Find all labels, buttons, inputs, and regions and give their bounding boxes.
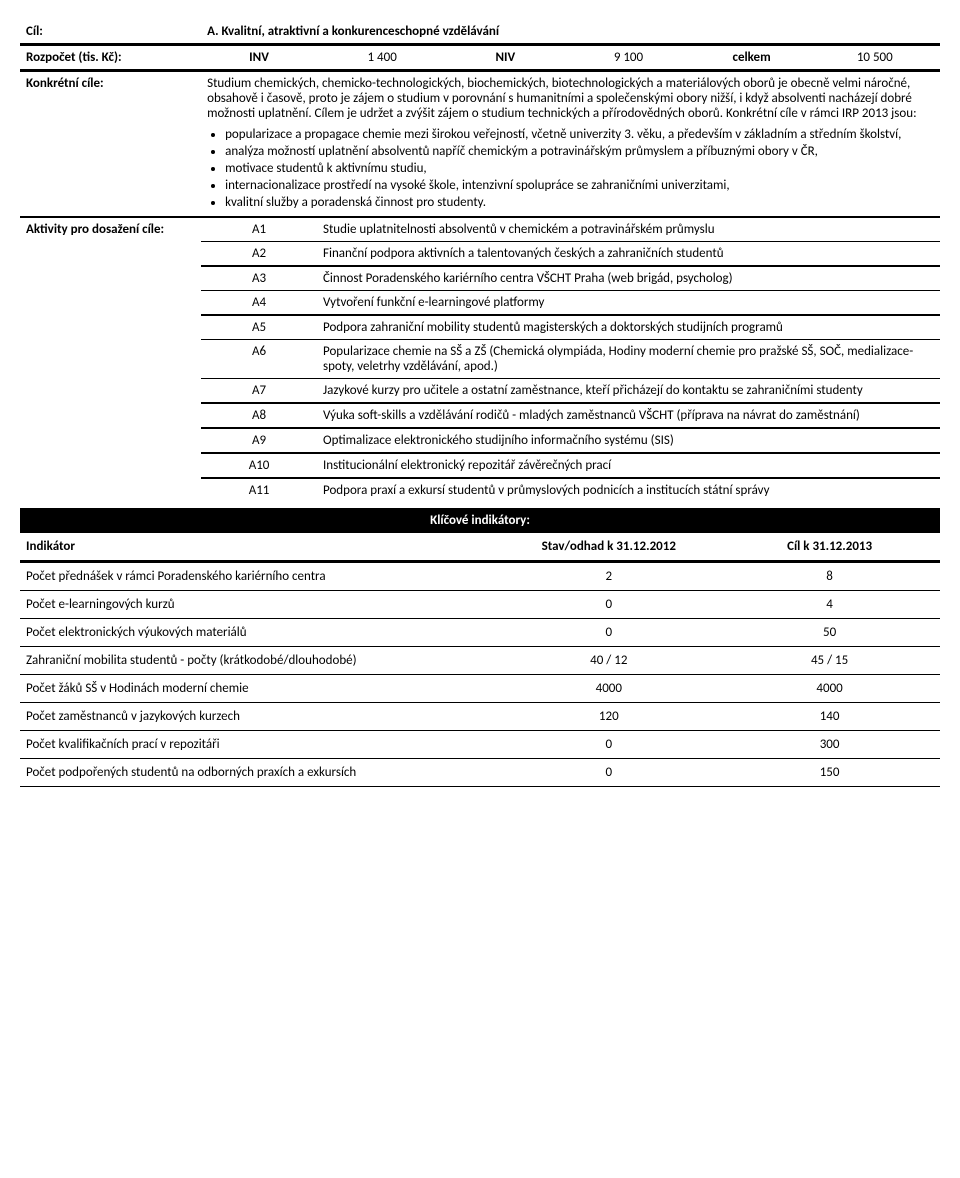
- indicator-v1: 120: [498, 703, 719, 731]
- activity-text: Jazykové kurzy pro učitele a ostatní zam…: [317, 379, 940, 404]
- cil-label: Cíl:: [20, 20, 201, 45]
- niv-value: 9 100: [563, 45, 693, 71]
- activity-code: A6: [201, 340, 317, 379]
- intro-text: Studium chemických, chemicko-technologic…: [207, 76, 934, 121]
- activity-text: Podpora zahraniční mobility studentů mag…: [317, 315, 940, 340]
- indicator-col-v1: Stav/odhad k 31.12.2012: [498, 533, 719, 562]
- indicator-v2: 150: [719, 759, 940, 787]
- cil-value: A. Kvalitní, atraktivní a konkurencescho…: [201, 20, 940, 45]
- activity-text: Optimalizace elektronického studijního i…: [317, 428, 940, 453]
- activity-text: Institucionální elektronický repozitář z…: [317, 453, 940, 478]
- indicator-v2: 300: [719, 731, 940, 759]
- indicator-name: Počet elektronických výukových materiálů: [20, 619, 498, 647]
- niv-label: NIV: [447, 45, 563, 71]
- activity-text: Činnost Poradenského kariérního centra V…: [317, 266, 940, 291]
- activity-code: A7: [201, 379, 317, 404]
- activity-text: Finanční podpora aktivních a talentovaný…: [317, 242, 940, 267]
- goal-table: Cíl: A. Kvalitní, atraktivní a konkurenc…: [20, 20, 940, 502]
- aktivity-label: Aktivity pro dosažení cíle:: [20, 217, 201, 502]
- indicator-v2: 45 / 15: [719, 647, 940, 675]
- indicator-name: Počet e-learningových kurzů: [20, 591, 498, 619]
- rozpocet-label: Rozpočet (tis. Kč):: [20, 45, 201, 71]
- goal-bullet: motivace studentů k aktivnímu studiu,: [225, 161, 934, 176]
- activity-text: Popularizace chemie na SŠ a ZŠ (Chemická…: [317, 340, 940, 379]
- activity-code: A11: [201, 478, 317, 502]
- activity-code: A10: [201, 453, 317, 478]
- indicator-col-v2: Cíl k 31.12.2013: [719, 533, 940, 562]
- activity-text: Studie uplatnitelnosti absolventů v chem…: [317, 217, 940, 242]
- goal-bullet: analýza možností uplatnění absolventů na…: [225, 144, 934, 159]
- indicator-v2: 140: [719, 703, 940, 731]
- indicator-name: Počet žáků SŠ v Hodinách moderní chemie: [20, 675, 498, 703]
- goal-bullet: popularizace a propagace chemie mezi šir…: [225, 127, 934, 142]
- indicator-v1: 2: [498, 562, 719, 591]
- indicator-v1: 40 / 12: [498, 647, 719, 675]
- activity-code: A1: [201, 217, 317, 242]
- indicator-v2: 4: [719, 591, 940, 619]
- activity-code: A8: [201, 403, 317, 428]
- indicator-v2: 4000: [719, 675, 940, 703]
- activity-code: A2: [201, 242, 317, 267]
- activity-text: Výuka soft-skills a vzdělávání rodičů - …: [317, 403, 940, 428]
- indicator-v1: 4000: [498, 675, 719, 703]
- indicator-v1: 0: [498, 731, 719, 759]
- indicator-col-name: Indikátor: [20, 533, 498, 562]
- activity-code: A5: [201, 315, 317, 340]
- indicator-name: Zahraniční mobilita studentů - počty (kr…: [20, 647, 498, 675]
- celkem-value: 10 500: [810, 45, 940, 71]
- indicator-name: Počet zaměstnanců v jazykových kurzech: [20, 703, 498, 731]
- konkretni-cile-body: Studium chemických, chemicko-technologic…: [201, 71, 940, 218]
- indicator-v1: 0: [498, 759, 719, 787]
- indicator-name: Počet kvalifikačních prací v repozitáři: [20, 731, 498, 759]
- indicator-v2: 8: [719, 562, 940, 591]
- indicator-name: Počet přednášek v rámci Poradenského kar…: [20, 562, 498, 591]
- indicator-v1: 0: [498, 619, 719, 647]
- celkem-label: celkem: [694, 45, 810, 71]
- goal-bullet: kvalitní služby a poradenská činnost pro…: [225, 195, 934, 210]
- indicator-v2: 50: [719, 619, 940, 647]
- indicator-name: Počet podpořených studentů na odborných …: [20, 759, 498, 787]
- indicator-v1: 0: [498, 591, 719, 619]
- activity-code: A4: [201, 291, 317, 316]
- konkretni-cile-label: Konkrétní cíle:: [20, 71, 201, 218]
- goal-bullet: internacionalizace prostředí na vysoké š…: [225, 178, 934, 193]
- activity-code: A9: [201, 428, 317, 453]
- activity-code: A3: [201, 266, 317, 291]
- indicators-table: Indikátor Stav/odhad k 31.12.2012 Cíl k …: [20, 533, 940, 787]
- inv-value: 1 400: [317, 45, 447, 71]
- indicators-header: Klíčové indikátory:: [20, 508, 940, 533]
- activity-text: Vytvoření funkční e-learningové platform…: [317, 291, 940, 316]
- activity-text: Podpora praxí a exkursí studentů v průmy…: [317, 478, 940, 502]
- goal-bullets: popularizace a propagace chemie mezi šir…: [225, 127, 934, 210]
- inv-label: INV: [201, 45, 317, 71]
